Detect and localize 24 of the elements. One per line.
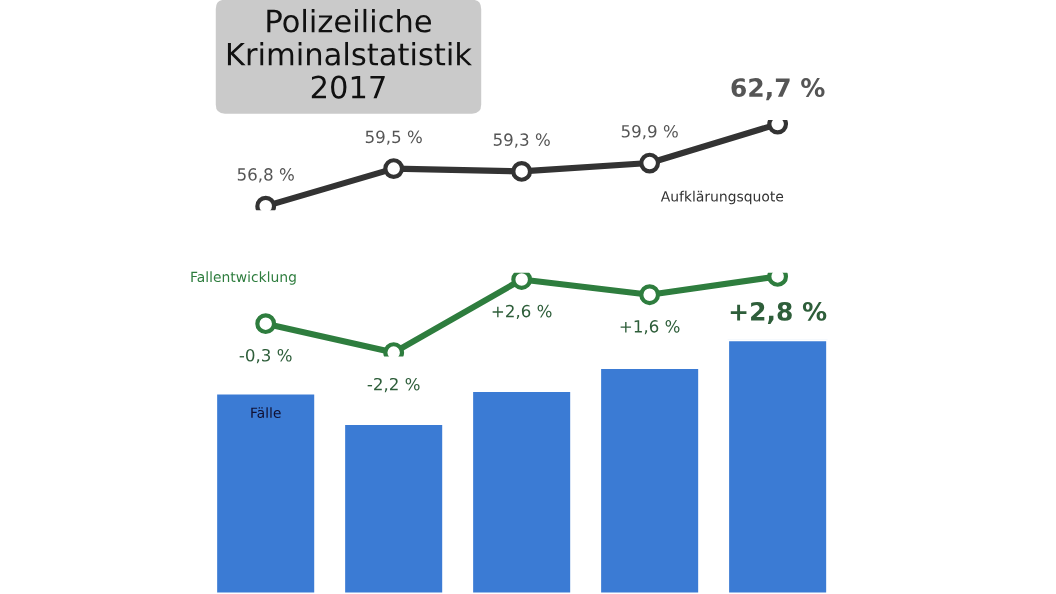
- point: [255, 195, 277, 211]
- point: [255, 313, 277, 335]
- data-label: -2,2 %: [367, 377, 420, 393]
- point: [767, 119, 789, 135]
- point: [383, 158, 405, 180]
- point: [511, 272, 533, 290]
- point: [639, 284, 661, 306]
- data-label: +2,8 %: [730, 301, 827, 324]
- bar: [598, 366, 701, 594]
- bar: [342, 422, 445, 594]
- data-label: 62,7 %: [731, 78, 825, 101]
- bar: [214, 391, 317, 594]
- data-label: 59,9 %: [621, 124, 678, 140]
- data-label: 59,3 %: [493, 133, 550, 148]
- data-label: +1,6 %: [620, 320, 680, 335]
- bar: [470, 389, 573, 594]
- data-label: 56,8 %: [237, 168, 294, 183]
- data-label: -0,3 %: [239, 348, 292, 364]
- data-label: +2,6 %: [492, 304, 552, 320]
- chart-title: Polizeiliche Kriminalstatistik 2017: [227, 8, 472, 99]
- data-label: 59,5 %: [365, 130, 422, 145]
- point: [639, 152, 661, 174]
- point: [511, 160, 533, 182]
- bar: [726, 339, 829, 594]
